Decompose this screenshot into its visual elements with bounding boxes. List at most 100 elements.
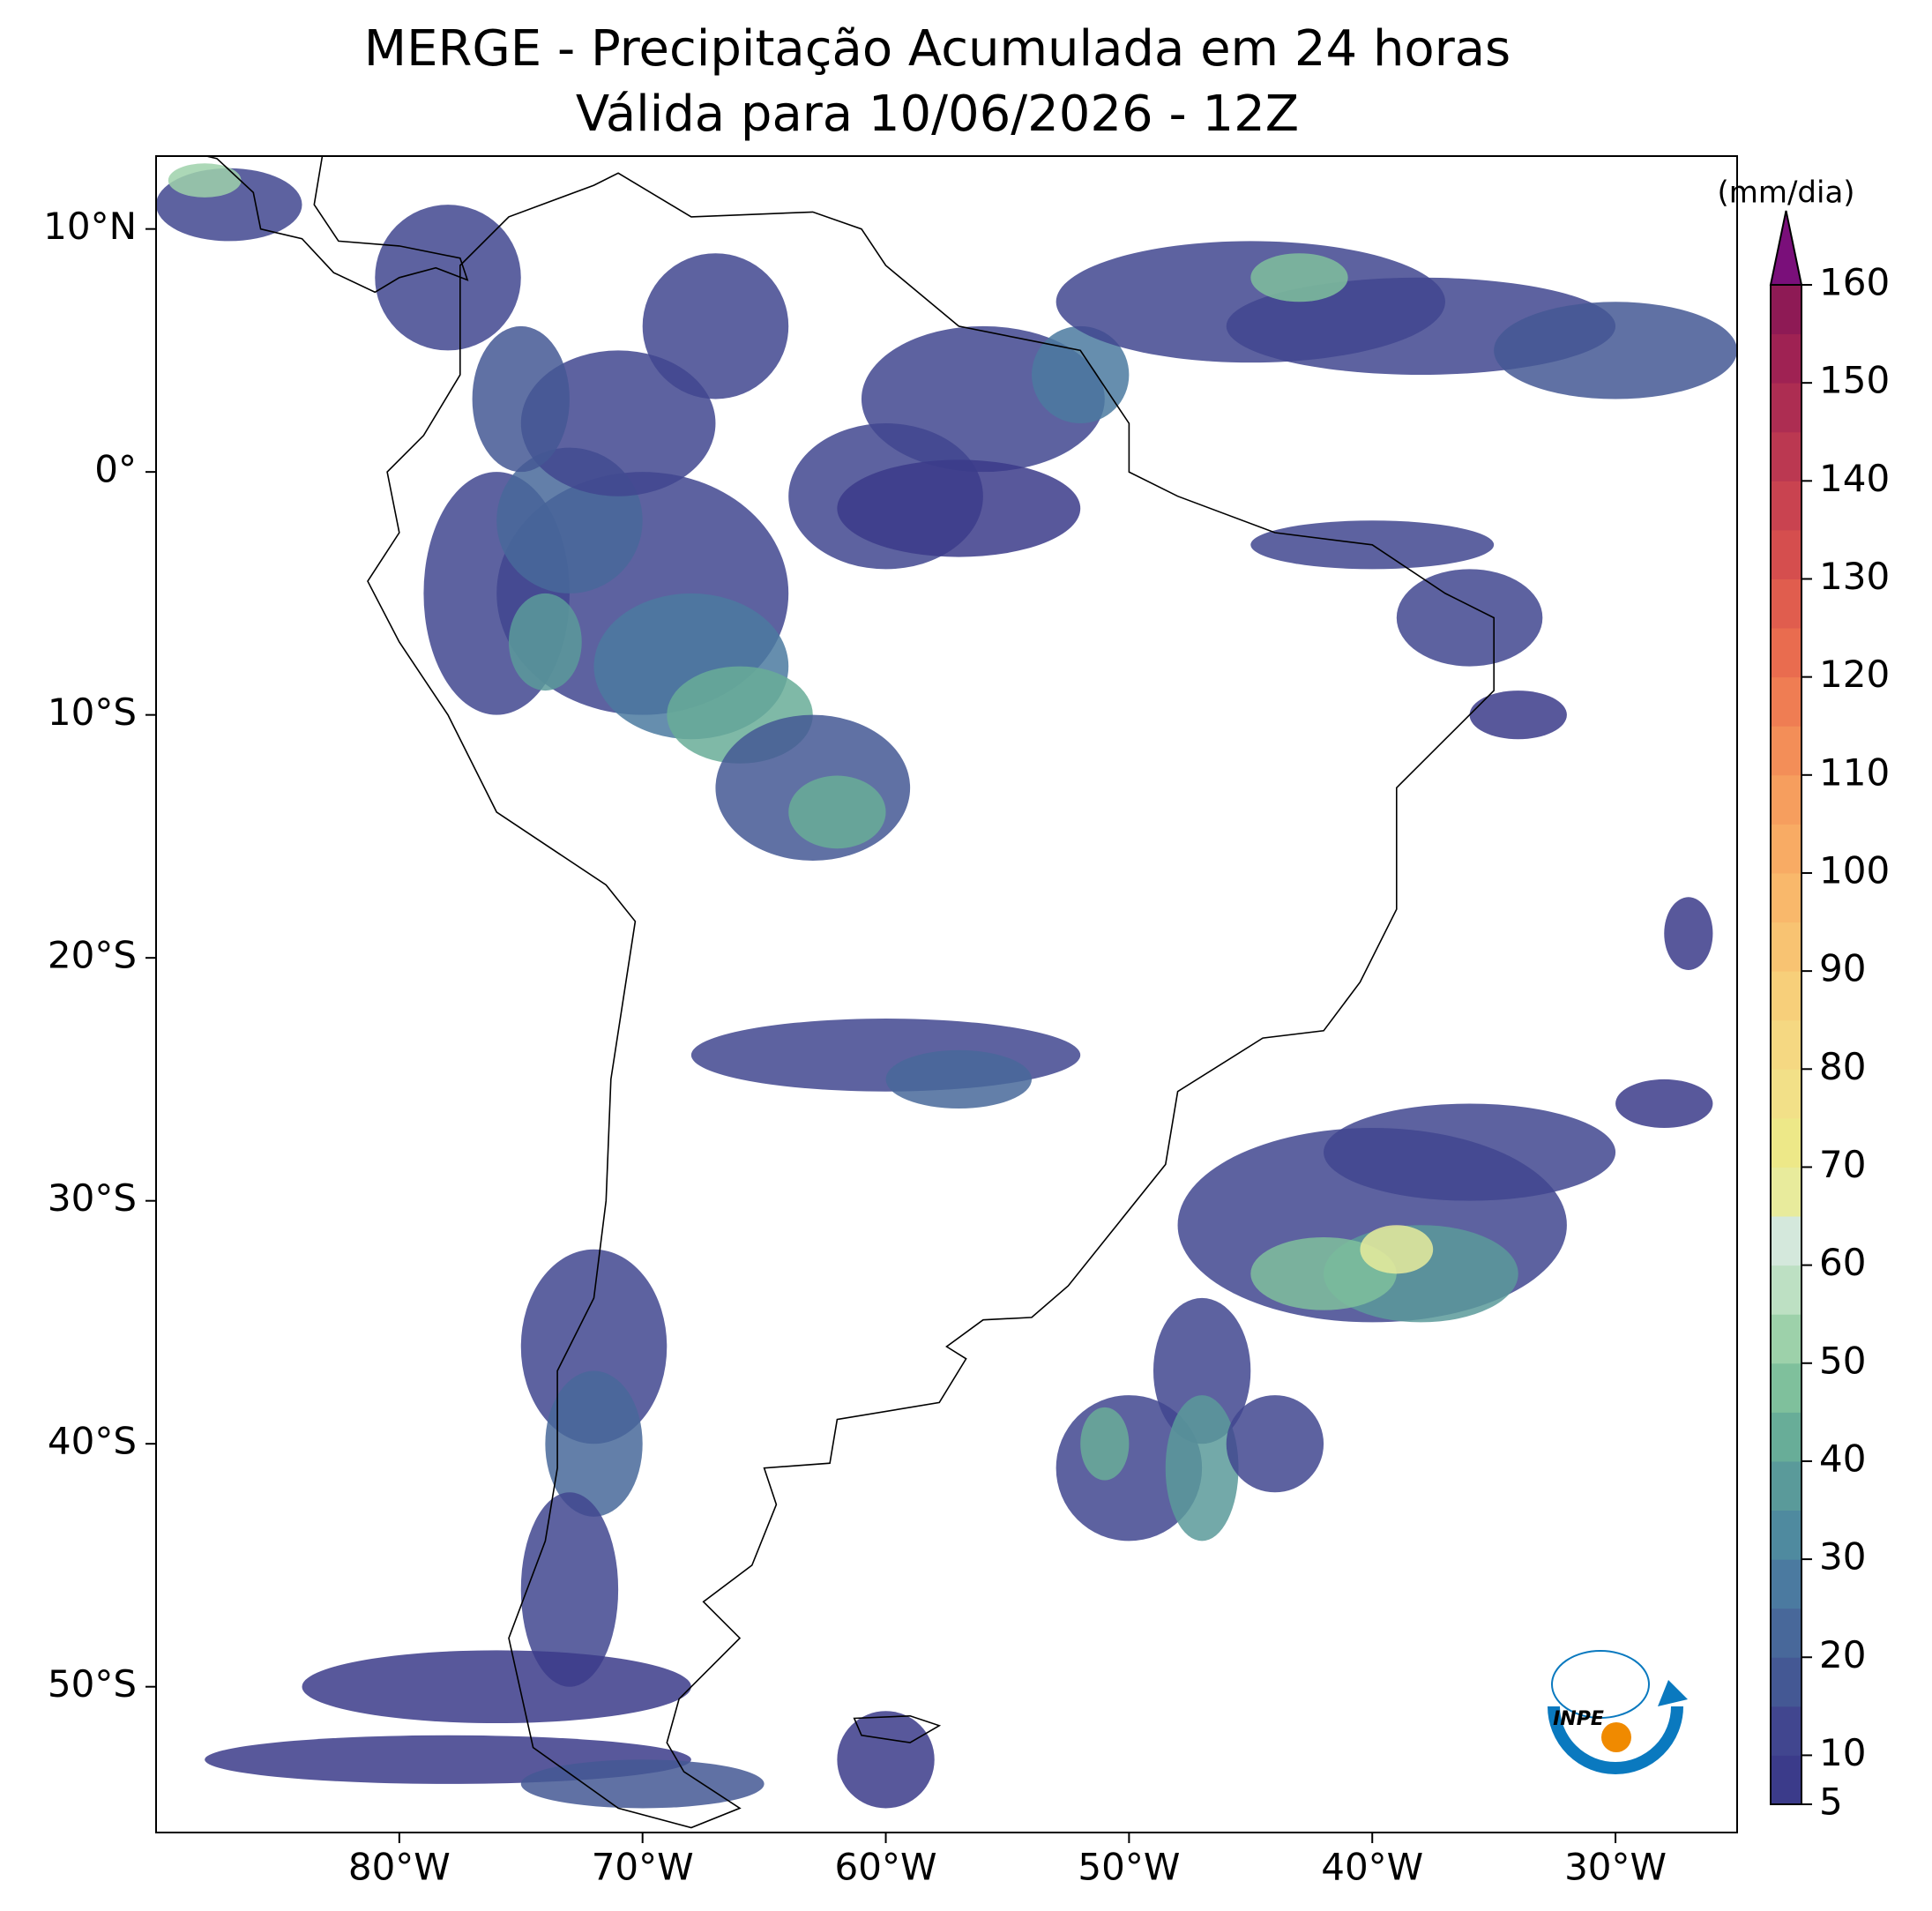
colorbar-tick-label: 120 [1819, 653, 1890, 696]
colorbar-band [1771, 481, 1801, 531]
precip-area [520, 1759, 765, 1809]
colorbar-band [1771, 971, 1801, 1021]
colorbar-tick-label: 90 [1819, 947, 1866, 990]
colorbar-tick-label: 160 [1819, 261, 1890, 304]
colorbar-band [1771, 1559, 1801, 1609]
precip-area [1165, 1395, 1239, 1541]
precip-area [1469, 690, 1567, 740]
precip-area [545, 1370, 643, 1517]
colorbar-tick-label: 70 [1819, 1143, 1866, 1186]
colorbar-band [1771, 1117, 1801, 1168]
colorbar-tick-label: 80 [1819, 1045, 1866, 1088]
colorbar-band [1771, 1167, 1801, 1217]
colorbar-band [1771, 1755, 1801, 1805]
precip-area [508, 593, 582, 691]
precip-area [1080, 1407, 1130, 1481]
colorbar-tick-label: 5 [1819, 1780, 1843, 1824]
logo-arc [1548, 1706, 1683, 1774]
colorbar-tick-label: 50 [1819, 1339, 1866, 1382]
precip-area [885, 1049, 1033, 1109]
colorbar-band [1771, 726, 1801, 776]
colorbar-band [1771, 628, 1801, 678]
map-area [156, 156, 1737, 1829]
colorbar-band [1771, 774, 1801, 825]
colorbar-band [1771, 1510, 1801, 1560]
precip-area [520, 350, 716, 496]
colorbar-band [1771, 383, 1801, 433]
colorbar-band [1771, 1362, 1801, 1413]
precip-area [1360, 1225, 1434, 1274]
map-frame [155, 155, 1738, 1833]
colorbar-band [1771, 872, 1801, 923]
x-tick-label: 80°W [348, 1846, 451, 1889]
precip-area [837, 1711, 935, 1809]
logo-sun [1601, 1722, 1631, 1752]
colorbar-tick-label: 20 [1819, 1633, 1866, 1676]
x-tick-label: 70°W [592, 1846, 694, 1889]
colorbar-band [1771, 1019, 1801, 1070]
colorbar-band [1771, 824, 1801, 874]
precip-area [472, 325, 570, 473]
colorbar-band [1771, 1706, 1801, 1756]
x-tick-label: 30°W [1564, 1846, 1667, 1889]
subtitle: Válida para 10/06/2026 - 12Z [576, 86, 1299, 143]
precip-area [788, 775, 886, 849]
y-tick-label: 0° [94, 448, 137, 491]
precip-area [1152, 1297, 1251, 1444]
title: MERGE - Precipitação Acumulada em 24 hor… [364, 20, 1511, 78]
colorbar-band [1771, 1412, 1801, 1462]
colorbar-band [1771, 579, 1801, 629]
precip-area [1494, 302, 1737, 399]
colorbar-band [1771, 1314, 1801, 1364]
colorbar-band [1771, 1069, 1801, 1119]
colorbar-tick-label: 60 [1819, 1241, 1866, 1284]
precip-area [168, 163, 242, 198]
coastline [853, 1714, 942, 1743]
colorbar-extend [1769, 210, 1803, 286]
precip-area [1250, 1237, 1397, 1310]
colorbar-band [1771, 1657, 1801, 1707]
logo-arrow [1658, 1680, 1688, 1706]
precip-area [1226, 1395, 1324, 1493]
colorbar-frame [1770, 284, 1802, 1805]
y-tick-label: 30°S [48, 1176, 137, 1220]
colorbar-band [1771, 431, 1801, 481]
precip-area [642, 253, 789, 399]
colorbar-tick-label: 10 [1819, 1731, 1866, 1774]
colorbar-band [1771, 1216, 1801, 1266]
colorbar-band [1771, 676, 1801, 727]
colorbar-tick-label: 30 [1819, 1535, 1866, 1579]
x-tick-label: 60°W [835, 1846, 937, 1889]
colorbar-band [1771, 285, 1801, 335]
x-tick-label: 50°W [1078, 1846, 1180, 1889]
precip-area [1615, 1079, 1713, 1129]
logo-orbit [1551, 1650, 1650, 1719]
logo: INPE [1548, 1650, 1688, 1774]
colorbar-band [1771, 1265, 1801, 1315]
precip-area [1324, 1103, 1616, 1201]
x-tick-label: 40°W [1321, 1846, 1423, 1889]
y-tick-label: 10°N [43, 205, 137, 248]
colorbar-tick-label: 130 [1819, 555, 1890, 598]
colorbar-tick-label: 40 [1819, 1437, 1866, 1480]
colorbar-band [1771, 922, 1801, 972]
precip-area [1250, 253, 1348, 302]
precip-area [1396, 569, 1543, 667]
colorbar-label: (mm/dia) [1717, 175, 1854, 211]
colorbar-band [1771, 1460, 1801, 1512]
colorbar-band [1771, 333, 1801, 384]
coastline [203, 156, 469, 294]
logo-text: INPE [1553, 1708, 1604, 1730]
colorbar-tick-label: 150 [1819, 359, 1890, 402]
colorbar-band [1771, 529, 1801, 579]
precip-area [837, 459, 1081, 557]
y-tick-label: 20°S [48, 934, 137, 977]
coastline [367, 172, 1495, 1829]
y-tick-label: 40°S [48, 1420, 137, 1463]
colorbar-tick-label: 140 [1819, 457, 1890, 500]
colorbar-band [1771, 1608, 1801, 1658]
precip-area [302, 1650, 691, 1724]
colorbar-tick-label: 110 [1819, 750, 1890, 794]
